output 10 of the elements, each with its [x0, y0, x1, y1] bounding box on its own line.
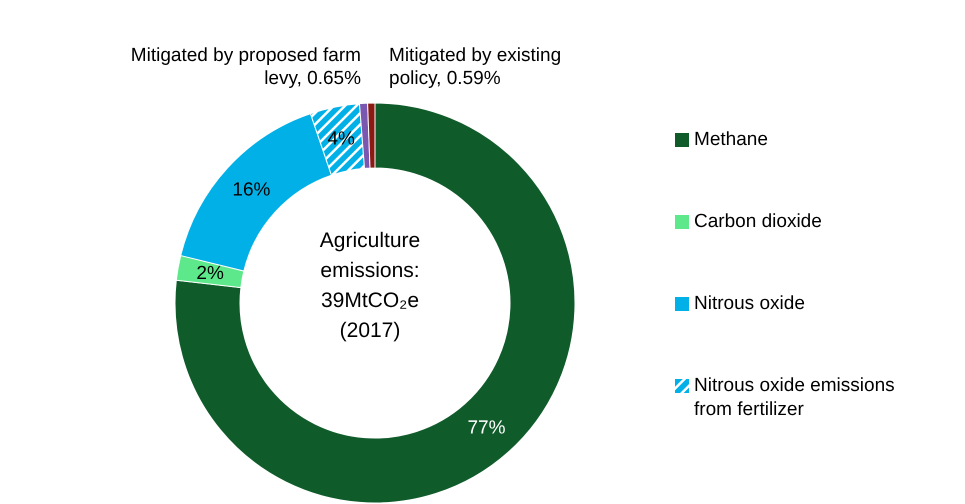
text: Agriculture emissions: 39MtCO₂e (2017) — [320, 229, 420, 342]
data-label: 77% — [467, 418, 506, 438]
data-label: 16% — [232, 179, 271, 200]
legend-label: Nitrous oxide — [694, 292, 805, 316]
slice-label: Mitigated by existing policy, 0.59% — [389, 45, 562, 89]
legend-label: Carbon dioxide — [694, 210, 822, 234]
legend-label: Methane — [694, 128, 768, 152]
slice-label: Mitigated by proposed farm levy, 0.65% — [130, 45, 362, 89]
legend-label: Nitrous oxide emissions from fertilizer — [694, 374, 896, 422]
data-label: 2% — [196, 263, 224, 284]
